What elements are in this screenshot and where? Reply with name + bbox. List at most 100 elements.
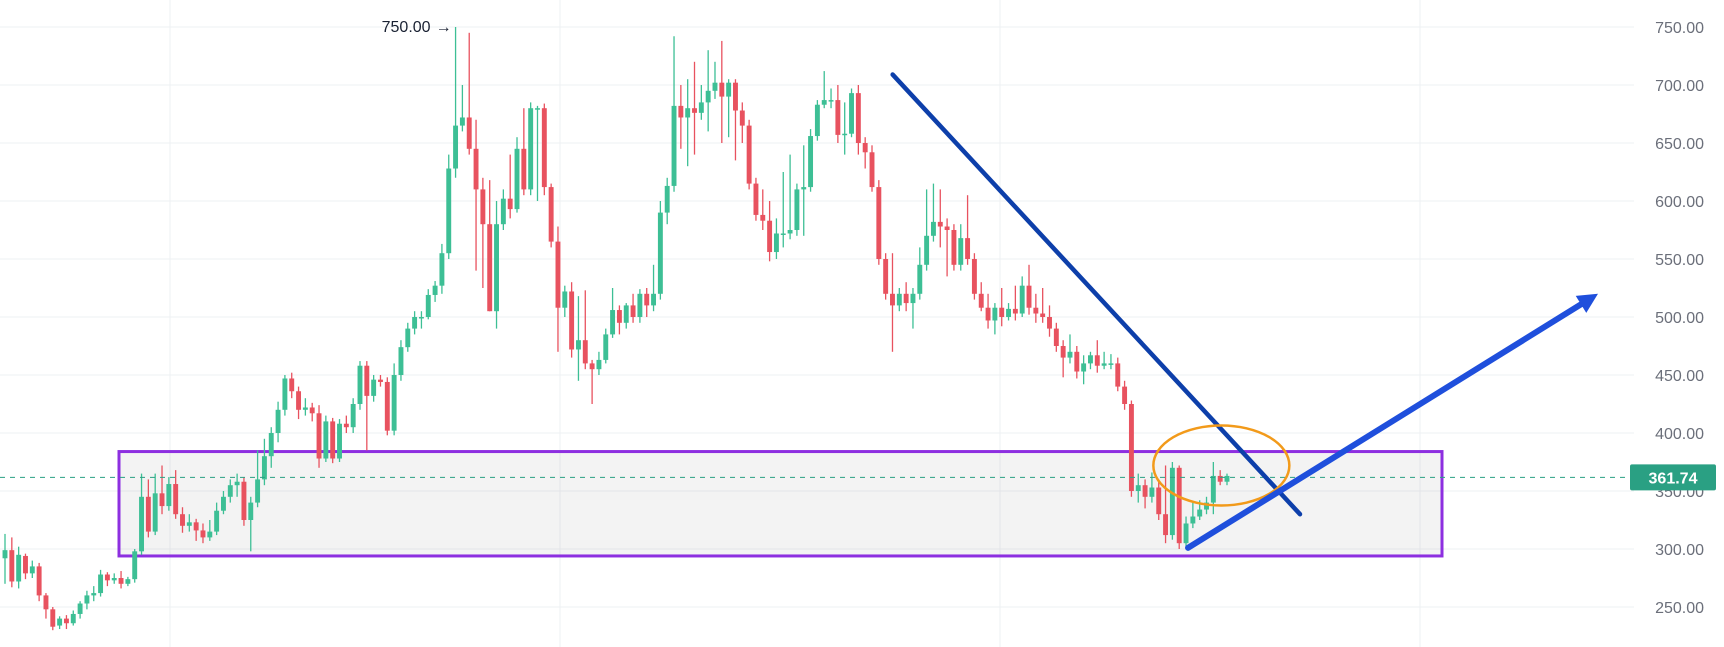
candle-body — [357, 365, 363, 404]
y-tick-label: 400.00 — [1655, 426, 1704, 443]
current-price-tag: 361.74 — [1630, 464, 1716, 491]
candle-body — [548, 187, 554, 242]
candle-body — [910, 293, 916, 304]
grid-lines — [0, 0, 1634, 647]
uptrend-arrow-head — [1575, 293, 1598, 313]
candle-body — [139, 496, 144, 552]
candle-body — [657, 212, 663, 294]
candle-body — [787, 230, 793, 234]
candle-body — [965, 238, 971, 259]
candle-body — [371, 379, 377, 396]
candle-body — [1149, 487, 1155, 497]
candle-body — [36, 566, 42, 596]
candle-body — [1033, 307, 1039, 314]
candle-body — [808, 136, 814, 188]
candle-body — [275, 409, 281, 433]
candle-body — [1224, 475, 1230, 482]
candle-body — [2, 550, 8, 559]
candle-body — [746, 125, 752, 184]
candle-body — [412, 317, 418, 329]
candle-body — [664, 185, 670, 213]
y-tick-label: 450.00 — [1655, 368, 1704, 385]
candle-body — [698, 102, 704, 113]
candle-body — [1067, 351, 1073, 358]
y-tick-label: 500.00 — [1655, 310, 1704, 327]
candle-body — [193, 522, 199, 531]
candle-body — [425, 294, 431, 317]
candle-body — [405, 328, 411, 348]
candle-body — [569, 291, 575, 350]
candle-body — [1142, 485, 1148, 497]
candle-body — [1204, 502, 1209, 510]
candle-body — [159, 493, 165, 507]
candle-body — [794, 189, 800, 230]
candle-body — [432, 285, 438, 295]
candle-body — [63, 618, 69, 624]
candle-body — [780, 233, 786, 235]
candle-body — [398, 347, 404, 375]
candle-body — [937, 221, 943, 227]
candle-body — [234, 481, 240, 486]
candle-body — [985, 307, 991, 321]
candle-body — [555, 241, 561, 308]
candle-body — [23, 555, 28, 574]
candle-body — [610, 310, 616, 335]
candle-body — [1128, 404, 1134, 491]
y-tick-label: 700.00 — [1655, 78, 1704, 95]
candle-body — [992, 307, 998, 321]
breakout-highlight-circle — [1152, 424, 1291, 507]
candle-body — [637, 293, 643, 317]
candle-body — [473, 148, 479, 190]
candle-body — [180, 514, 185, 526]
y-tick-label: 750.00 — [1655, 20, 1704, 37]
candle-body — [487, 224, 493, 312]
candle-body — [145, 496, 151, 532]
support-zone-rectangle — [117, 450, 1444, 558]
candle-body — [951, 230, 957, 265]
candle-body — [828, 100, 834, 102]
candle-body — [855, 93, 861, 143]
candle-body — [678, 105, 684, 118]
candle-body — [261, 456, 267, 480]
candle-body — [221, 496, 226, 511]
candle-body — [480, 189, 486, 225]
candle-body — [1053, 328, 1059, 346]
downtrend-line — [890, 72, 1303, 517]
candle-body — [651, 293, 657, 306]
candle-body — [111, 578, 117, 581]
candle-body — [1040, 313, 1046, 317]
candle-body — [29, 566, 35, 574]
candle-body — [98, 574, 104, 594]
candle-body — [671, 105, 677, 186]
candle-body — [1135, 485, 1141, 491]
candle-body — [1012, 308, 1018, 314]
candle-body — [971, 259, 977, 294]
candle-body — [255, 479, 261, 503]
candle-body — [767, 220, 773, 253]
candle-body — [821, 100, 827, 105]
candle-body — [1074, 351, 1080, 372]
current-price-tag-background — [1630, 464, 1716, 491]
candle-body — [814, 104, 820, 137]
candle-body — [849, 93, 854, 134]
candle-body — [132, 551, 138, 580]
candle-body — [302, 407, 308, 410]
candle-body — [753, 183, 759, 215]
candle-body — [350, 404, 356, 428]
candle-body — [1094, 355, 1100, 366]
candle-body — [1183, 523, 1189, 544]
candle-body — [384, 381, 390, 431]
candle-body — [692, 108, 697, 113]
candle-body — [883, 259, 889, 294]
candle-body — [241, 481, 247, 520]
candle-body — [207, 531, 213, 538]
candle-body — [733, 82, 738, 111]
candle-body — [337, 423, 342, 459]
uptrend-arrow — [1185, 293, 1598, 551]
peak-annotation: 750.00 → — [382, 19, 452, 36]
candle-body — [1006, 308, 1011, 317]
candle-body — [118, 578, 124, 584]
candle-body — [1060, 346, 1066, 358]
candle-body — [944, 226, 950, 230]
